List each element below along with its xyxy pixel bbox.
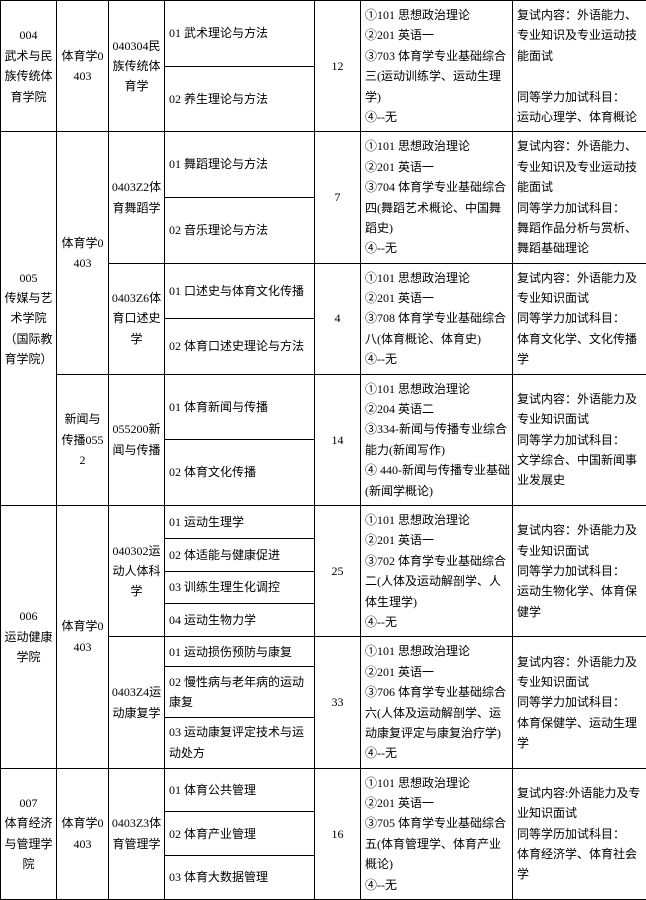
quota-cell: 25 [315, 505, 361, 636]
table-row: 007 体育经济与管理学院体育学04030403Z3体育管理学01 体育公共管理… [1, 768, 646, 812]
direction-cell: 01 舞蹈理论与方法 [165, 132, 315, 198]
major-cell: 0403Z2体育舞蹈学 [109, 132, 165, 263]
note-cell: 复试内容：外语能力、专业知识及专业运动技能面试 同等学力加试科目： 舞蹈作品分析… [513, 132, 646, 263]
major-cell: 040302运动人体科学 [109, 505, 165, 636]
discipline-cell: 新闻与传播0552 [57, 374, 109, 505]
note-cell: 复试内容：外语能力及专业知识面试 同等学力加试科目： 文学综合、中国新闻事业发展… [513, 374, 646, 505]
major-cell: 0403Z6体育口述史学 [109, 263, 165, 374]
direction-cell: 01 口述史与体育文化传播 [165, 263, 315, 318]
direction-cell: 03 运动康复评定技术与运动处方 [165, 717, 315, 768]
exam-cell: ①101 思想政治理论 ②201 英语一 ③706 体育学专业基础综合六(人体及… [361, 637, 513, 768]
exam-cell: ①101 思想政治理论 ②201 英语一 ③705 体育学专业基础综合五(体育管… [361, 768, 513, 899]
note-cell: 复试内容：外语能力及专业知识面试 同等学力加试科目： 体育保健学、运动生理学 [513, 637, 646, 768]
quota-cell: 12 [315, 1, 361, 132]
discipline-cell: 体育学0403 [57, 1, 109, 132]
note-cell: 复试内容:外语能力及专业知识面试 同等学历加试科目： 体育经济学、体育社会学 [513, 768, 646, 899]
direction-cell: 01 体育公共管理 [165, 768, 315, 812]
major-cell: 040304民族传统体育学 [109, 1, 165, 132]
direction-cell: 02 体育产业管理 [165, 812, 315, 856]
quota-cell: 7 [315, 132, 361, 263]
discipline-cell: 体育学0403 [57, 132, 109, 374]
direction-cell: 01 运动损伤预防与康复 [165, 637, 315, 667]
direction-cell: 02 养生理论与方法 [165, 66, 315, 132]
quota-cell: 33 [315, 637, 361, 768]
program-table: 004 武术与民族传统体育学院体育学0403040304民族传统体育学01 武术… [0, 0, 646, 900]
direction-cell: 02 音乐理论与方法 [165, 198, 315, 264]
college-cell: 006 运动健康学院 [1, 505, 57, 768]
direction-cell: 02 体育文化传播 [165, 440, 315, 506]
exam-cell: ①101 思想政治理论 ②201 英语一 ③703 体育学专业基础综合三(运动训… [361, 1, 513, 132]
direction-cell: 02 体适能与健康促进 [165, 538, 315, 571]
direction-cell: 01 武术理论与方法 [165, 1, 315, 67]
direction-cell: 02 体育口述史理论与方法 [165, 319, 315, 374]
exam-cell: ①101 思想政治理论 ②201 英语一 ③708 体育学专业基础综合八(体育概… [361, 263, 513, 374]
direction-cell: 01 运动生理学 [165, 505, 315, 538]
direction-cell: 02 慢性病与老年病的运动康复 [165, 667, 315, 718]
college-cell: 004 武术与民族传统体育学院 [1, 1, 57, 132]
table-row: 006 运动健康学院体育学0403040302运动人体科学01 运动生理学25①… [1, 505, 646, 538]
major-cell: 0403Z4运动康复学 [109, 637, 165, 768]
table-row: 004 武术与民族传统体育学院体育学0403040304民族传统体育学01 武术… [1, 1, 646, 67]
direction-cell: 03 体育大数据管理 [165, 856, 315, 900]
discipline-cell: 体育学0403 [57, 505, 109, 768]
direction-cell: 01 体育新闻与传播 [165, 374, 315, 440]
table-row: 新闻与传播0552055200新闻与传播01 体育新闻与传播14①101 思想政… [1, 374, 646, 440]
major-cell: 0403Z3体育管理学 [109, 768, 165, 899]
note-cell: 复试内容：外语能力、专业知识及专业运动技能面试 同等学力加试科目： 运动心理学、… [513, 1, 646, 132]
quota-cell: 16 [315, 768, 361, 899]
quota-cell: 4 [315, 263, 361, 374]
note-cell: 复试内容：外语能力及专业知识面试 同等学力加试科目： 运动生物化学、体育保健学 [513, 505, 646, 636]
major-cell: 055200新闻与传播 [109, 374, 165, 505]
table-row: 005 传媒与艺术学院（国际教育学院）体育学04030403Z2体育舞蹈学01 … [1, 132, 646, 198]
exam-cell: ①101 思想政治理论 ②204 英语二 ③334-新闻与传播专业综合能力(新闻… [361, 374, 513, 505]
quota-cell: 14 [315, 374, 361, 505]
direction-cell: 03 训练生理生化调控 [165, 571, 315, 604]
exam-cell: ①101 思想政治理论 ②201 英语一 ③704 体育学专业基础综合四(舞蹈艺… [361, 132, 513, 263]
direction-cell: 04 运动生物力学 [165, 604, 315, 637]
college-cell: 005 传媒与艺术学院（国际教育学院） [1, 132, 57, 506]
exam-cell: ①101 思想政治理论 ②201 英语一 ③702 体育学专业基础综合二(人体及… [361, 505, 513, 636]
college-cell: 007 体育经济与管理学院 [1, 768, 57, 899]
discipline-cell: 体育学0403 [57, 768, 109, 899]
note-cell: 复试内容：外语能力及专业知识面试 同等学力加试科目： 体育文化学、文化传播学 [513, 263, 646, 374]
